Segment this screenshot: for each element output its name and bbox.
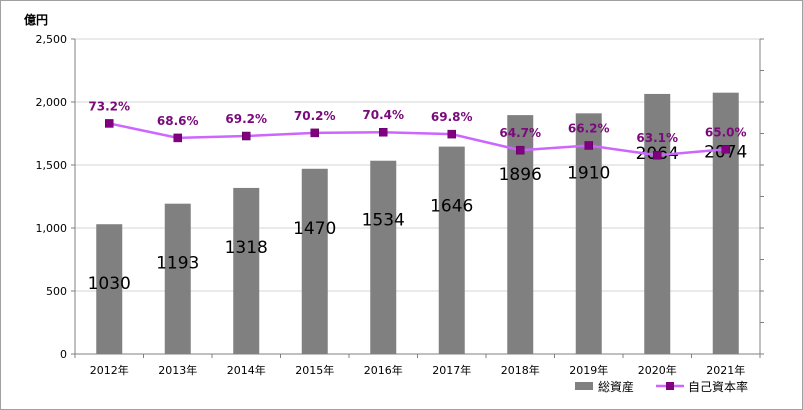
bar-value-label: 1470 (293, 219, 336, 239)
equity-ratio-marker (105, 119, 114, 128)
equity-ratio-label: 69.2% (225, 112, 267, 126)
equity-ratio-label: 64.7% (499, 126, 541, 140)
legend-swatch-total-assets (575, 382, 593, 390)
equity-ratio-marker (516, 145, 525, 155)
x-tick-label: 2013年 (158, 363, 197, 377)
y-tick-label: 1,500 (36, 159, 68, 172)
bars (96, 92, 739, 355)
legend-label-equity-ratio: 自己資本率 (688, 379, 748, 394)
legend-label-total-assets: 総資産 (598, 379, 634, 394)
y-axis-unit-label: 億円 (24, 12, 48, 27)
legend-marker-equity-ratio (666, 382, 674, 390)
bar-value-label: 1910 (567, 163, 610, 183)
equity-ratio-marker (584, 141, 593, 150)
x-tick-label: 2018年 (501, 363, 540, 377)
bar-total-assets (507, 115, 534, 354)
x-tick-label: 2012年 (90, 363, 129, 377)
bar-total-assets (575, 113, 602, 354)
bar-value-label: 1534 (362, 211, 405, 231)
y-tick-label: 1,000 (36, 222, 68, 235)
x-tick-label: 2015年 (295, 363, 334, 377)
bar-total-assets (644, 93, 671, 354)
equity-ratio-label: 63.1% (636, 131, 678, 145)
bar-total-assets (301, 168, 328, 354)
bar-total-assets (96, 224, 123, 354)
bar-total-assets (370, 160, 397, 354)
x-tick-label: 2014年 (227, 363, 266, 377)
ratio-line (105, 119, 730, 160)
y-tick-label: 2,500 (36, 33, 68, 46)
bar-value-label: 1896 (499, 165, 542, 185)
x-tick-label: 2017年 (432, 363, 471, 377)
bar-value-label: 1030 (88, 274, 131, 294)
equity-ratio-label: 68.6% (157, 114, 199, 128)
bar-value-label: 1193 (156, 254, 199, 274)
equity-ratio-line (108, 122, 726, 157)
y-tick-labels: 0 500 1,000 1,500 2,000 2,500 (36, 33, 68, 361)
bar-total-assets (164, 203, 191, 354)
x-tick-label: 2016年 (364, 363, 403, 377)
equity-ratio-marker (379, 127, 388, 137)
x-tick-label: 2020年 (638, 363, 677, 377)
equity-ratio-marker (447, 129, 456, 139)
bar-value-label: 1646 (430, 197, 473, 217)
bar-total-assets (438, 146, 465, 354)
equity-ratio-label: 70.4% (362, 108, 404, 122)
x-tick-labels: 2012年 2013年 2014年 2015年 2016年 2017年 2018年 2019年… (90, 363, 746, 377)
bar-total-assets (712, 92, 739, 355)
equity-ratio-label: 70.2% (294, 109, 336, 123)
equity-ratio-label: 69.8% (431, 110, 473, 124)
equity-ratio-label: 66.2% (568, 121, 610, 135)
legend: 総資産 自己資本率 (575, 379, 748, 394)
equity-ratio-marker (310, 128, 319, 138)
y-tick-label: 2,000 (36, 96, 68, 109)
equity-ratio-label: 65.0% (705, 125, 747, 139)
equity-ratio-marker (653, 150, 662, 160)
equity-ratio-label: 73.2% (88, 99, 130, 113)
x-tick-label: 2021年 (706, 363, 745, 377)
bar-value-label: 1318 (225, 238, 268, 258)
bar-total-assets (233, 187, 260, 354)
x-tick-label: 2019年 (569, 363, 608, 377)
y-tick-label: 500 (46, 285, 67, 298)
y-tick-label: 0 (60, 348, 67, 361)
equity-ratio-marker (242, 131, 251, 141)
equity-ratio-marker (173, 133, 182, 143)
equity-ratio-marker (721, 145, 730, 154)
ratio-labels: 73.2% 68.6% 69.2% 70.2% 70.4% 69.8% 64.7% 66.2%… (88, 99, 746, 145)
